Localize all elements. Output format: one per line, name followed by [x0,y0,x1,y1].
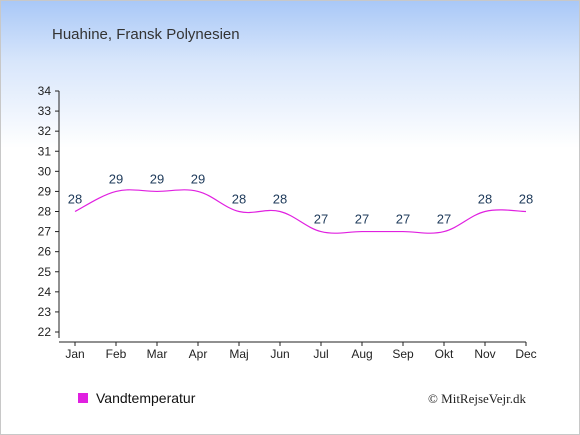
x-tick-label: Mar [147,347,168,361]
y-tick-label: 31 [38,144,52,158]
data-label: 27 [355,212,369,227]
y-tick-label: 25 [38,265,52,279]
x-tick-label: Maj [229,347,248,361]
data-label: 28 [232,192,246,207]
y-tick-label: 33 [38,104,52,118]
data-label: 29 [191,171,205,186]
chart-legend: Vandtemperatur [78,390,196,406]
x-tick-label: Jul [313,347,328,361]
y-tick-label: 34 [38,84,52,98]
y-tick-label: 30 [38,164,52,178]
y-tick-label: 26 [38,245,52,259]
x-tick-label: Dec [515,347,536,361]
data-label: 28 [519,192,533,207]
y-tick-label: 24 [38,285,52,299]
y-tick-label: 22 [38,325,52,339]
data-label: 29 [109,171,123,186]
credit-text: © MitRejseVejr.dk [428,391,526,406]
y-tick-label: 23 [38,305,52,319]
x-tick-label: Feb [106,347,127,361]
legend-swatch [78,393,88,403]
x-tick-label: Okt [435,347,454,361]
x-tick-label: Aug [351,347,372,361]
data-label: 28 [68,192,82,207]
legend-label: Vandtemperatur [96,390,196,406]
y-tick-label: 32 [38,124,52,138]
chart-axes: 22 23 24 25 26 27 28 29 30 31 32 33 34 Jan Feb Mar Apr Ma… [38,84,537,361]
x-tick-label: Sep [392,347,414,361]
x-tick-label: Nov [474,347,495,361]
chart-title: Huahine, Fransk Polynesien [52,26,240,43]
y-tick-label: 29 [38,184,52,198]
chart-marks: 28 29 29 29 28 28 27 27 27 27 28 28 [68,171,533,234]
y-tick-label: 27 [38,225,52,239]
data-label: 28 [273,192,287,207]
x-tick-label: Apr [189,347,208,361]
data-label: 27 [396,212,410,227]
data-label: 29 [150,171,164,186]
x-tick-label: Jun [270,347,289,361]
x-tick-label: Jan [65,347,84,361]
data-label: 27 [437,212,451,227]
y-tick-label: 28 [38,205,52,219]
data-label: 27 [314,212,328,227]
series-line [74,189,527,234]
data-label: 28 [478,192,492,207]
